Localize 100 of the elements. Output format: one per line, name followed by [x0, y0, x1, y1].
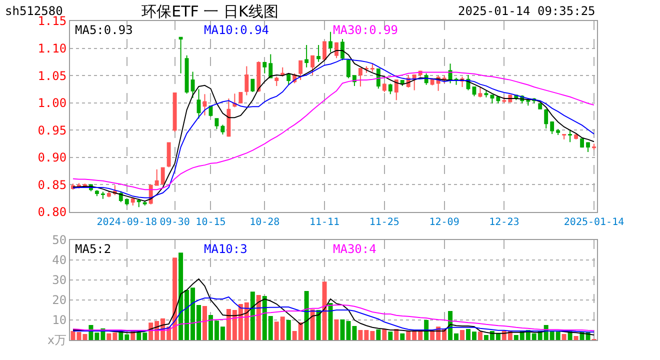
text: MA30:0.99 [333, 23, 398, 37]
candlestick [136, 198, 141, 208]
candlestick [358, 68, 362, 87]
line-series [72, 278, 595, 336]
bar [574, 336, 578, 340]
y-tick-label: 1.15 [38, 14, 67, 28]
candlestick [316, 44, 320, 62]
candlestick [496, 96, 500, 104]
y-tick-label: 1.10 [38, 41, 67, 56]
text: MA5:2 [75, 242, 112, 256]
candlestick [280, 66, 285, 78]
candlestick [184, 54, 189, 94]
y-tick-label: 0.80 [38, 205, 67, 220]
candlestick [244, 66, 249, 96]
candlestick [298, 60, 303, 80]
candlestick [388, 83, 392, 95]
candlestick [196, 88, 201, 120]
candlestick [538, 102, 542, 110]
line-series [72, 296, 595, 332]
candlestick [346, 58, 350, 79]
y-tick-label: 1.05 [38, 68, 67, 83]
candlestick [286, 72, 291, 86]
y-tick-label: 0.85 [38, 178, 67, 192]
line-series [72, 304, 595, 332]
x-tick-label: 11-11 [309, 217, 340, 228]
candlestick [94, 190, 99, 197]
bar [460, 330, 464, 340]
candlestick [304, 44, 309, 68]
candlestick [190, 71, 195, 98]
candlestick [340, 38, 344, 61]
bar [376, 329, 381, 340]
bar [250, 292, 255, 340]
x-tick-label: 12-23 [489, 217, 520, 228]
text: 2025-01-14 09:35:25 [458, 4, 596, 18]
candlestick [490, 94, 494, 104]
text: MA5:0.93 [75, 23, 133, 37]
bar [394, 329, 399, 340]
y-tick-label: 40 [52, 253, 67, 268]
candlestick [568, 130, 572, 143]
bar [328, 303, 333, 340]
bar [388, 332, 393, 340]
candlestick [214, 118, 219, 130]
candlestick [394, 79, 398, 101]
bar [562, 334, 566, 340]
candlestick [142, 200, 147, 206]
candlestick [382, 82, 386, 92]
candlestick [130, 197, 135, 206]
candlestick [544, 108, 548, 130]
y-tick-label: 10 [52, 313, 67, 328]
candlestick [574, 133, 578, 140]
bar [478, 332, 482, 340]
x-tick-label: 11-25 [369, 217, 400, 228]
candlestick [232, 93, 237, 108]
text: MA10:3 [204, 242, 248, 256]
candlestick [172, 92, 177, 132]
text: MA10:0.94 [204, 23, 270, 37]
chart-title: 环保ETF 一 日K线图 [142, 2, 278, 20]
candlestick [370, 63, 374, 72]
candlestick [550, 120, 554, 134]
candlestick [526, 97, 530, 106]
bar [310, 309, 315, 340]
bar [400, 333, 405, 340]
candlestick [586, 142, 590, 152]
candlestick [592, 143, 596, 150]
candlestick [478, 86, 482, 98]
candlestick [106, 190, 111, 198]
x-tick-label: 2025-01-14 [564, 217, 624, 228]
y-tick-label: 0.90 [38, 150, 67, 165]
candlestick [322, 40, 326, 62]
candlestick [502, 96, 506, 104]
candlestick [562, 133, 566, 140]
candlestick [484, 90, 488, 98]
candlestick [328, 31, 332, 53]
candlestick [310, 55, 315, 76]
candlestick [202, 94, 207, 116]
candlestick [250, 78, 255, 92]
candlestick [160, 167, 165, 186]
candlestick [556, 128, 560, 136]
candlestick [166, 142, 171, 168]
bar [316, 310, 321, 340]
bar [322, 282, 327, 340]
x-tick-label: 12-09 [429, 217, 460, 228]
bar [286, 320, 291, 340]
candlestick [430, 78, 434, 86]
candlestick [226, 98, 231, 138]
candlestick [262, 61, 267, 74]
y-tick-label: 30 [52, 273, 67, 288]
candlestick [238, 92, 243, 104]
candlestick [100, 191, 105, 200]
bar [424, 320, 429, 340]
bar [304, 291, 309, 340]
x-tick-label: 09-30 [160, 217, 190, 228]
candlestick [268, 54, 273, 79]
candlestick [580, 138, 584, 148]
bar [382, 329, 387, 340]
bar [256, 295, 261, 340]
y-tick-label: 50 [52, 233, 67, 248]
candlestick [178, 36, 183, 74]
x-tick-label: 10-15 [196, 217, 226, 228]
x-tick-label: 10-28 [250, 217, 280, 228]
